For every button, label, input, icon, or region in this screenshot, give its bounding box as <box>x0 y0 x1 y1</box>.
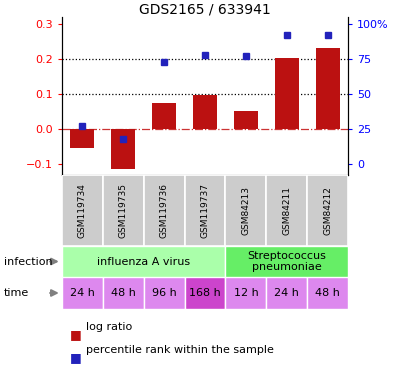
Text: ■: ■ <box>70 328 82 341</box>
Text: GSM119734: GSM119734 <box>78 183 87 238</box>
Bar <box>62 277 103 309</box>
Bar <box>144 277 185 309</box>
Bar <box>266 175 307 246</box>
Bar <box>225 277 266 309</box>
Bar <box>307 175 348 246</box>
Bar <box>144 175 185 246</box>
Text: 48 h: 48 h <box>315 288 340 298</box>
Text: 48 h: 48 h <box>111 288 136 298</box>
Bar <box>70 129 94 149</box>
Bar <box>185 277 225 309</box>
Bar <box>103 277 144 309</box>
Title: GDS2165 / 633941: GDS2165 / 633941 <box>139 2 271 16</box>
Bar <box>103 175 144 246</box>
Bar <box>193 95 217 129</box>
Text: GSM84211: GSM84211 <box>282 186 291 235</box>
Text: 24 h: 24 h <box>70 288 95 298</box>
Text: GSM119737: GSM119737 <box>201 183 209 238</box>
Text: GSM84212: GSM84212 <box>323 186 332 235</box>
Bar <box>307 277 348 309</box>
Text: GSM119735: GSM119735 <box>119 183 128 238</box>
Bar <box>225 246 348 277</box>
Bar <box>225 175 266 246</box>
Bar <box>62 175 103 246</box>
Bar <box>234 111 258 129</box>
Text: infection: infection <box>4 257 53 266</box>
Text: ■: ■ <box>70 351 82 364</box>
Bar <box>152 103 176 129</box>
Bar <box>185 175 225 246</box>
Text: 96 h: 96 h <box>152 288 176 298</box>
Text: log ratio: log ratio <box>86 322 132 332</box>
Text: 168 h: 168 h <box>189 288 221 298</box>
Text: 12 h: 12 h <box>234 288 258 298</box>
Bar <box>111 129 135 169</box>
Text: 24 h: 24 h <box>274 288 299 298</box>
Bar <box>275 58 299 129</box>
Text: time: time <box>4 288 29 298</box>
Text: influenza A virus: influenza A virus <box>97 257 190 266</box>
Bar <box>62 246 225 277</box>
Text: Streptococcus
pneumoniae: Streptococcus pneumoniae <box>248 251 326 272</box>
Bar <box>316 48 340 129</box>
Text: GSM84213: GSM84213 <box>242 186 250 235</box>
Text: GSM119736: GSM119736 <box>160 183 168 238</box>
Text: percentile rank within the sample: percentile rank within the sample <box>86 345 273 355</box>
Bar <box>266 277 307 309</box>
